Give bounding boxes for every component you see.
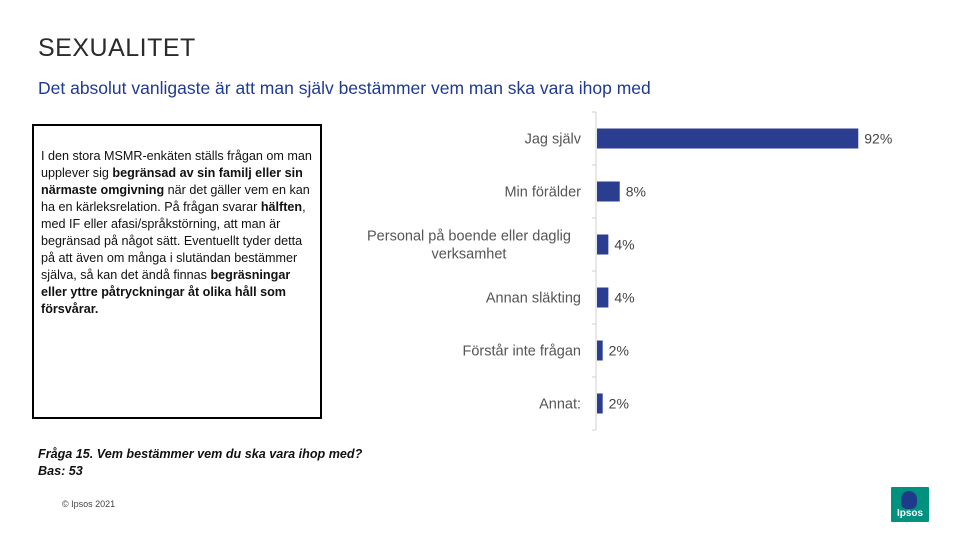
question-text: Fråga 15. Vem bestämmer vem du ska vara …: [38, 446, 362, 480]
page-title: SEXUALITET: [38, 34, 196, 62]
ipsos-logo: Ipsos: [891, 487, 929, 522]
bar: [597, 340, 603, 361]
info-text-part: begräsningar eller yttre påtryckningar å…: [41, 268, 291, 316]
value-label: 2%: [609, 343, 629, 359]
ipsos-logo-mark: [901, 491, 917, 509]
category-label: Jag själv: [525, 132, 582, 148]
bar: [597, 128, 859, 149]
info-text-part: , med IF eller afasi/språkstörning, att …: [41, 200, 306, 282]
category-label: Annat:: [539, 397, 581, 413]
info-box-text: I den stora MSMR-enkäten ställs frågan o…: [41, 148, 317, 318]
ipsos-logo-text: Ipsos: [896, 508, 924, 519]
category-label: Min förälder: [504, 185, 581, 201]
info-text-part: när det gäller vem en kan ha en kärleksr…: [41, 183, 310, 214]
base-label: Bas: 53: [38, 464, 83, 478]
category-label: verksamhet: [432, 247, 507, 263]
bar: [597, 234, 609, 255]
value-label: 92%: [864, 131, 892, 147]
category-label: Annan släkting: [486, 291, 581, 307]
value-label: 4%: [614, 290, 634, 306]
question-label: Fråga 15. Vem bestämmer vem du ska vara …: [38, 447, 363, 461]
page-subtitle: Det absolut vanligaste är att man själv …: [38, 78, 651, 98]
value-label: 8%: [626, 184, 646, 200]
bar: [597, 287, 609, 308]
info-box: I den stora MSMR-enkäten ställs frågan o…: [32, 124, 322, 419]
info-text-part: begränsad av sin familj eller sin närmas…: [41, 166, 303, 197]
bar: [597, 181, 620, 202]
value-label: 2%: [609, 396, 629, 412]
info-text-part: hälften: [260, 200, 303, 214]
value-label: 4%: [614, 237, 634, 253]
info-text-part: I den stora MSMR-enkäten ställs frågan o…: [41, 149, 312, 180]
bar: [597, 393, 603, 414]
copyright: © Ipsos 2021: [62, 499, 116, 509]
category-label: Personal på boende eller daglig: [367, 229, 571, 245]
category-label: Förstår inte frågan: [463, 344, 581, 360]
